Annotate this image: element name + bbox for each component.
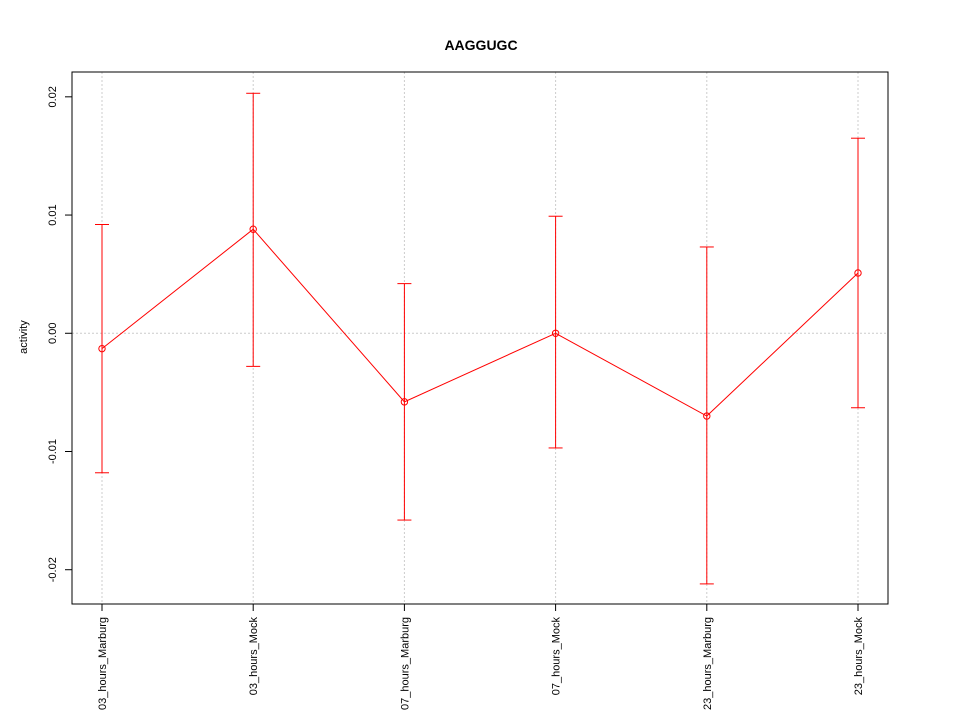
axis-layer: -0.02 -0.01 0.00 0.01 0.02 03_hours_Marburg 03… [47,86,865,710]
plot-frame [71,71,889,605]
y-tick-label: -0.02 [47,557,59,582]
x-tick-label: 07_hours_Marburg [399,617,411,710]
y-tick-label: -0.01 [47,439,59,464]
x-tick-label: 23_hours_Mock [853,617,865,696]
data-point [249,225,257,233]
x-tick-label: 23_hours_Marburg [702,617,714,710]
y-tick-label: 0.02 [47,86,59,107]
data-point [98,344,106,353]
y-axis-label: activity [18,320,30,354]
x-tick-label: 07_hours_Mock [551,617,563,696]
x-tick-label: 03_hours_Mock [248,617,260,696]
data-point [854,269,862,277]
grid-layer [72,72,888,604]
data-point [551,329,560,337]
y-tick-label: 0.00 [47,323,59,344]
chart-title: AAGGUGC [444,37,517,53]
series-line [101,228,859,417]
y-tick-label: 0.01 [47,204,59,225]
x-tick-label: 03_hours_Marburg [97,617,109,710]
data-point [703,412,711,420]
series-layer [95,92,865,585]
data-point [400,398,409,406]
